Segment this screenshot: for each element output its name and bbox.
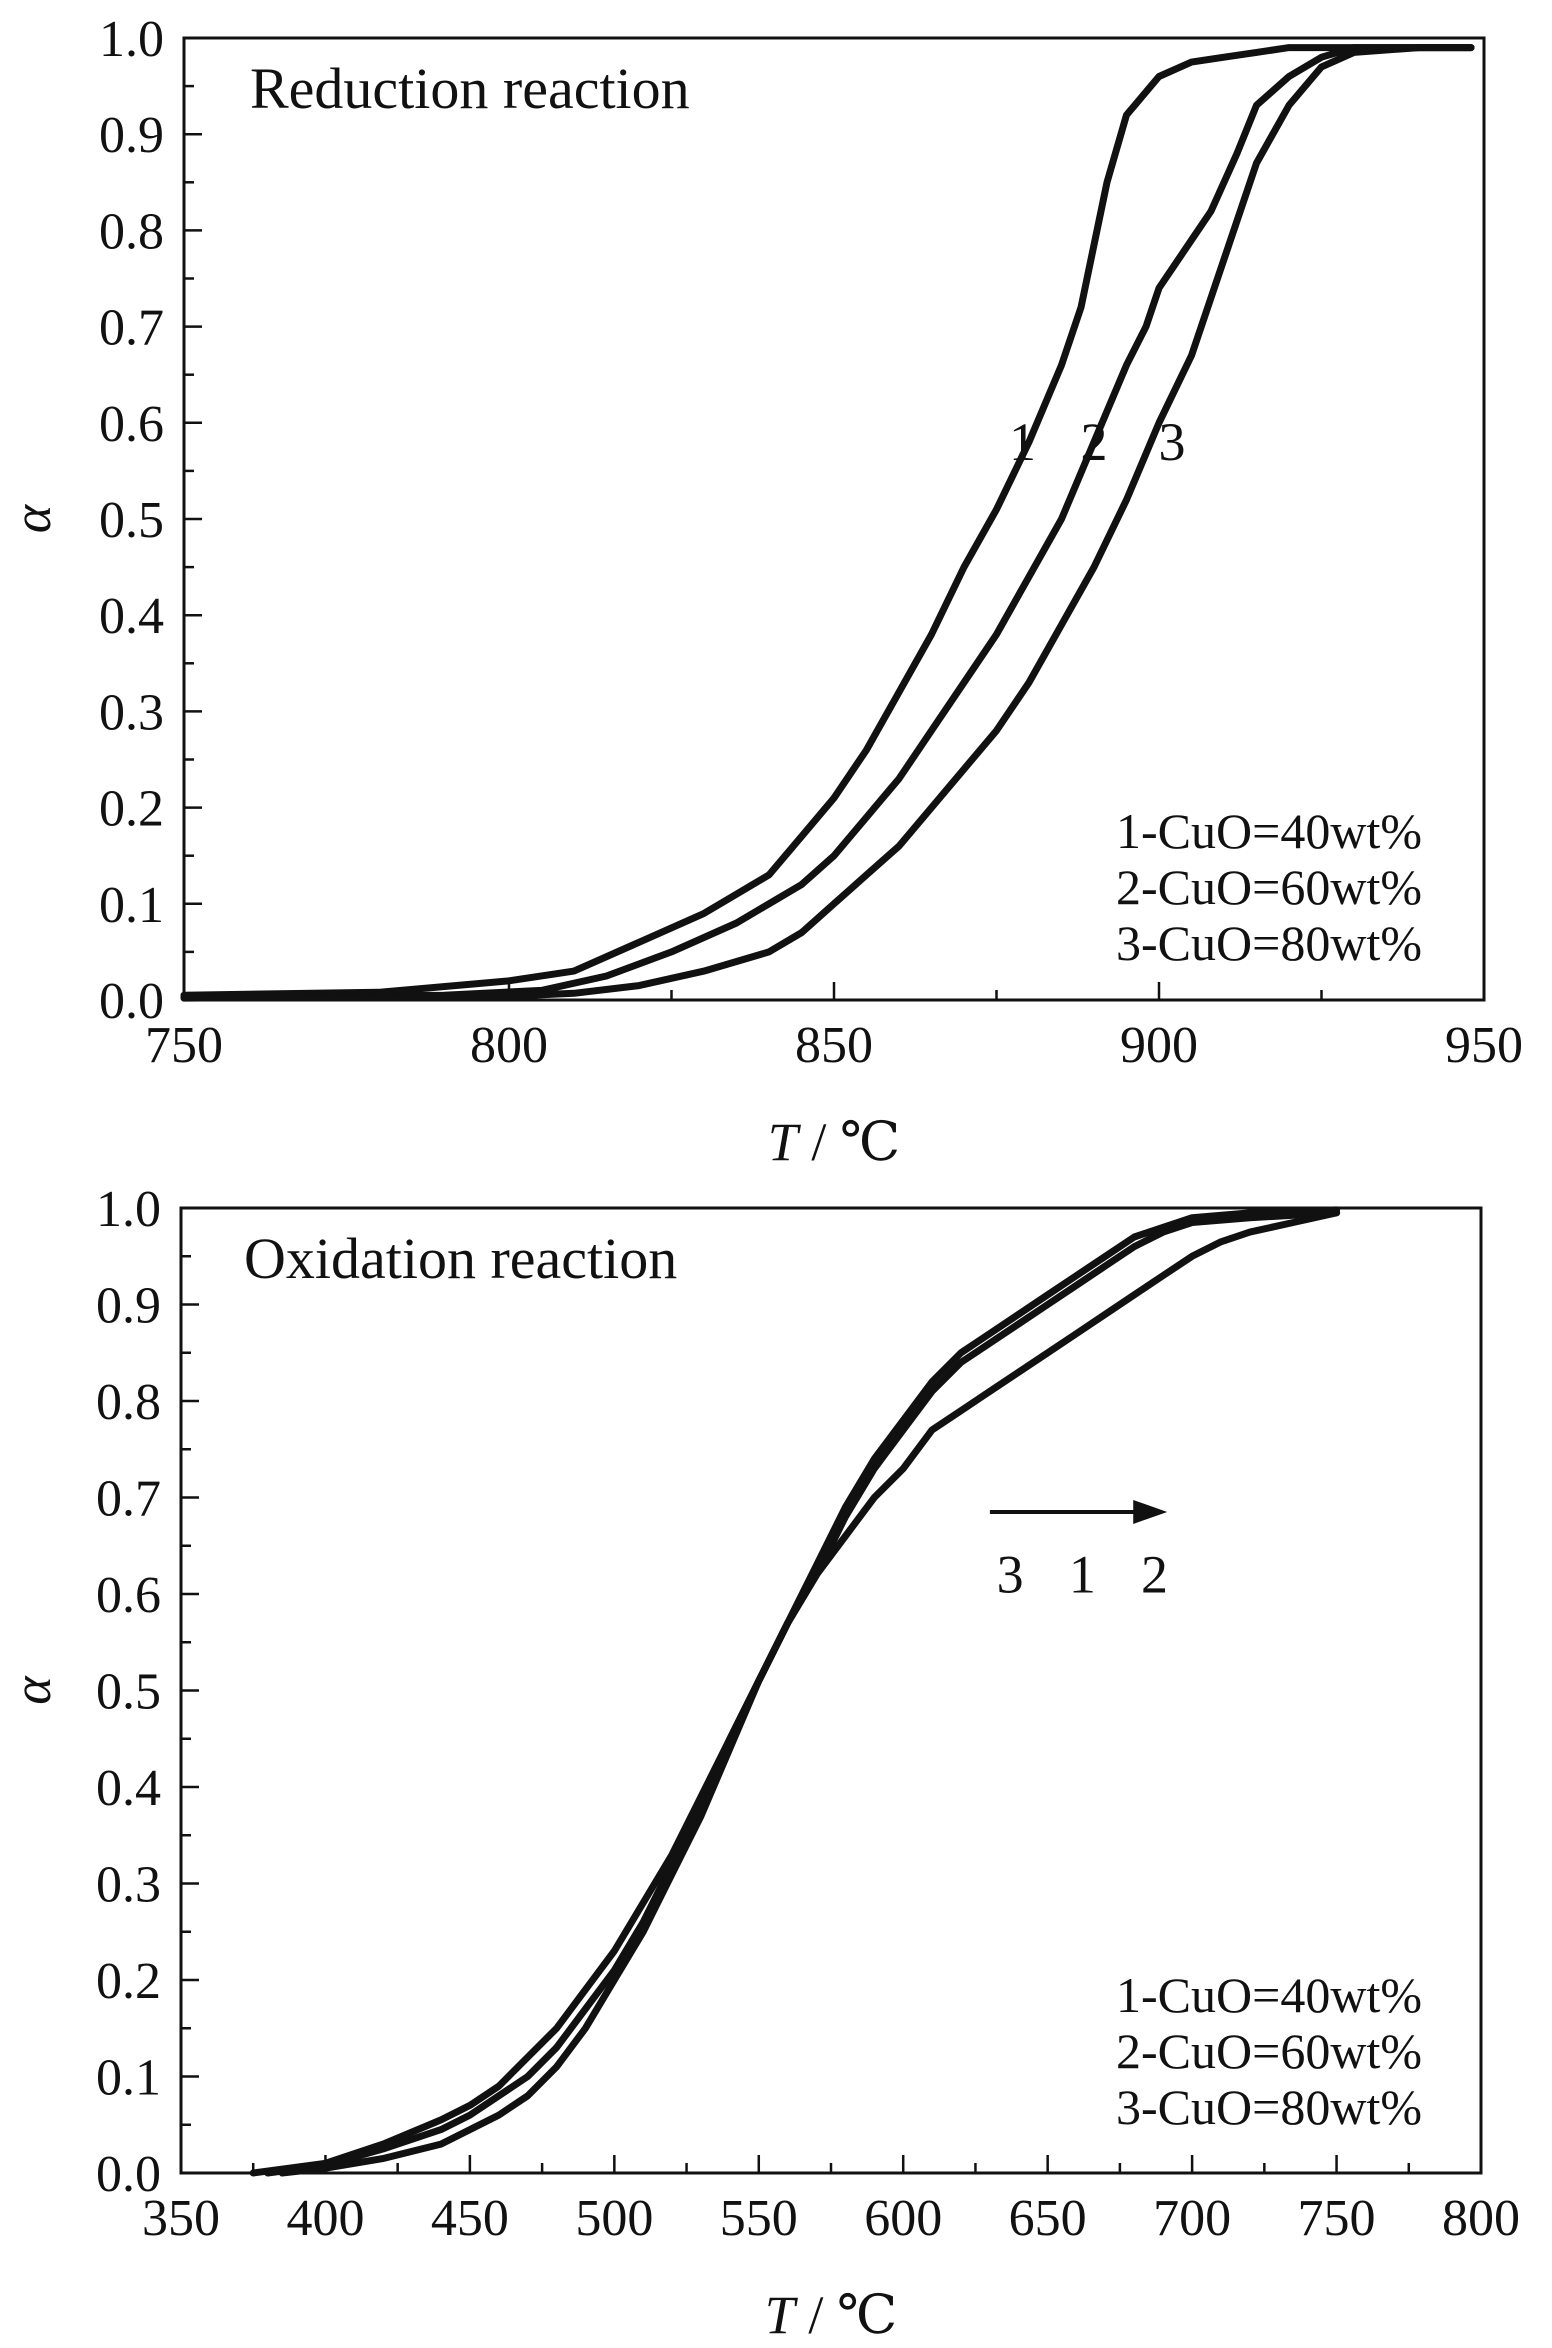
- oxidation-curve-label-3: 3: [997, 1545, 1024, 1605]
- reduction-legend-entry-1: 1-CuO=40wt%: [1116, 803, 1422, 859]
- oxidation-legend: 1-CuO=40wt% 2-CuO=60wt% 3-CuO=80wt%: [1116, 1967, 1422, 2135]
- reduction-x-axis-title-unit: / ℃: [798, 1112, 900, 1172]
- reduction-x-tick-label: 750: [145, 1017, 223, 1074]
- reduction-y-tick-label: 1.0: [99, 11, 164, 68]
- reduction-y-tick-label: 0.6: [99, 396, 164, 453]
- oxidation-curve-label-2: 2: [1141, 1545, 1168, 1605]
- oxidation-x-tick-label: 500: [575, 2190, 653, 2247]
- reduction-legend-entry-3: 3-CuO=80wt%: [1116, 915, 1422, 971]
- oxidation-x-tick-label: 700: [1153, 2190, 1231, 2247]
- reduction-y-axis-title: α: [2, 503, 62, 533]
- oxidation-legend-entry-2: 2-CuO=60wt%: [1116, 2023, 1422, 2079]
- oxidation-x-tick-label: 750: [1298, 2190, 1376, 2247]
- oxidation-x-axis-title-unit: / ℃: [795, 2285, 897, 2345]
- oxidation-x-tick-label: 350: [142, 2190, 220, 2247]
- reduction-chart: 750 800 850 900 950 0.0 0.1 0.2 0.3 0.4 0.5 0.6 0.7 0…: [2, 11, 1523, 1172]
- reduction-x-tick-label: 800: [470, 1017, 548, 1074]
- reduction-y-tick-label: 0.4: [99, 588, 164, 645]
- oxidation-y-tick-label: 0.8: [96, 1374, 161, 1431]
- oxidation-x-tick-label: 400: [286, 2190, 364, 2247]
- oxidation-x-tick-label: 550: [720, 2190, 798, 2247]
- oxidation-curve-label-1: 1: [1069, 1545, 1096, 1605]
- oxidation-y-tick-label: 0.6: [96, 1567, 161, 1624]
- oxidation-x-tick-label: 600: [864, 2190, 942, 2247]
- oxidation-y-tick-label: 1.0: [96, 1181, 161, 1238]
- reduction-y-tick-label: 0.3: [99, 684, 164, 741]
- reduction-chart-title: Reduction reaction: [250, 56, 690, 121]
- oxidation-legend-entry-1: 1-CuO=40wt%: [1116, 1967, 1422, 2023]
- reduction-y-tick-label: 0.8: [99, 203, 164, 260]
- oxidation-x-axis-title-italic: T: [765, 2285, 799, 2345]
- reduction-x-axis-title-italic: T: [768, 1112, 802, 1172]
- reduction-series-2-line: [180, 44, 1475, 1001]
- oxidation-y-tick-label: 0.0: [96, 2146, 161, 2203]
- reduction-y-tick-label: 0.9: [99, 107, 164, 164]
- oxidation-x-tick-label: 650: [1009, 2190, 1087, 2247]
- reduction-x-tick-label: 900: [1120, 1017, 1198, 1074]
- oxidation-x-axis-title: T / ℃: [765, 2285, 897, 2345]
- reduction-curve-label-2: 2: [1081, 412, 1108, 472]
- reduction-y-tick-label: 0.1: [99, 877, 164, 934]
- oxidation-y-tick-label: 0.1: [96, 2050, 161, 2107]
- oxidation-chart: 350 400 450 500 550 600 650 700 750 800 0.0 0.1 0.2 0…: [2, 1181, 1520, 2345]
- oxidation-series-3-line: [278, 1206, 1341, 2177]
- reduction-legend-entry-2: 2-CuO=60wt%: [1116, 859, 1422, 915]
- oxidation-series-2-line: [264, 1209, 1341, 2177]
- oxidation-legend-entry-3: 3-CuO=80wt%: [1116, 2079, 1422, 2135]
- oxidation-y-tick-label: 0.3: [96, 1857, 161, 1914]
- oxidation-plot-frame: [179, 1206, 1483, 2175]
- reduction-y-tick-label: 0.2: [99, 781, 164, 838]
- reduction-plot-frame: [182, 36, 1486, 1002]
- oxidation-y-tick-label: 0.4: [96, 1760, 161, 1817]
- oxidation-y-tick-label: 0.9: [96, 1278, 161, 1335]
- reduction-x-tick-label: 950: [1445, 1017, 1523, 1074]
- oxidation-y-tick-label: 0.2: [96, 1953, 161, 2010]
- arrow-head: [1133, 1499, 1168, 1524]
- reduction-curve-label-3: 3: [1159, 412, 1186, 472]
- oxidation-x-tick-label: 450: [431, 2190, 509, 2247]
- oxidation-x-tick-label: 800: [1442, 2190, 1520, 2247]
- reduction-x-axis-title: T / ℃: [768, 1112, 900, 1172]
- reduction-legend: 1-CuO=40wt% 2-CuO=60wt% 3-CuO=80wt%: [1116, 803, 1422, 971]
- reduction-y-tick-label: 0.5: [99, 492, 164, 549]
- oxidation-y-axis-title: α: [2, 1675, 62, 1705]
- oxidation-order-arrow: [989, 1499, 1168, 1524]
- reduction-y-tick-label: 0.0: [99, 973, 164, 1030]
- oxidation-chart-title: Oxidation reaction: [244, 1226, 677, 1291]
- reduction-y-tick-label: 0.7: [99, 300, 164, 357]
- reduction-curve-label-1: 1: [1009, 412, 1036, 472]
- oxidation-y-tick-label: 0.5: [96, 1664, 161, 1721]
- oxidation-y-tick-label: 0.7: [96, 1471, 161, 1528]
- reduction-series-3-line: [180, 44, 1475, 1002]
- reduction-series-1-line: [180, 44, 1475, 999]
- reduction-x-tick-label: 850: [795, 1017, 873, 1074]
